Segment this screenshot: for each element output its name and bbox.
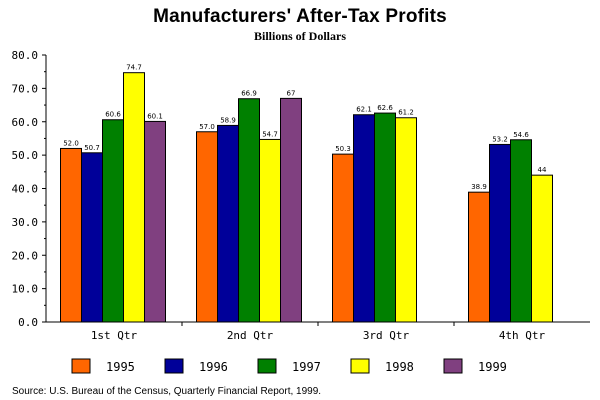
legend-swatch-1998 — [350, 358, 370, 374]
bar-1996-3rd-qtr — [353, 114, 375, 323]
x-category-label: 1st Qtr — [91, 329, 138, 342]
data-label: 62.6 — [377, 104, 393, 112]
bar-1997-3rd-qtr — [374, 112, 396, 323]
data-label: 53.2 — [492, 135, 508, 143]
y-tick-label: 70.0 — [12, 82, 39, 95]
y-tick-label: 0.0 — [18, 316, 38, 329]
legend-swatch-1995 — [71, 358, 91, 374]
data-label: 62.1 — [356, 106, 372, 114]
bar-1997-1st-qtr — [102, 119, 124, 323]
y-tick-label: 10.0 — [12, 283, 39, 296]
y-tick-label: 40.0 — [12, 183, 39, 196]
bar-1995-3rd-qtr — [332, 153, 354, 323]
chart-title: Manufacturers' After-Tax Profits — [153, 6, 447, 27]
y-tick-label: 80.0 — [12, 49, 39, 62]
legend-swatch-1999 — [443, 358, 463, 374]
bar-1998-2nd-qtr — [259, 138, 281, 323]
bar-1997-4th-qtr — [510, 139, 532, 323]
data-label: 44 — [538, 166, 547, 174]
data-label: 60.6 — [105, 111, 121, 119]
data-label: 60.1 — [147, 112, 163, 120]
data-label: 66.9 — [241, 90, 257, 98]
bar-1996-2nd-qtr — [217, 124, 239, 323]
data-label: 57.0 — [199, 123, 215, 131]
bar-1998-4th-qtr — [531, 174, 553, 323]
data-label: 58.9 — [220, 116, 236, 124]
bar-1999-1st-qtr — [144, 120, 166, 323]
x-category-label: 4th Qtr — [499, 329, 546, 342]
bar-1996-1st-qtr — [81, 152, 103, 323]
bar-1995-2nd-qtr — [196, 131, 218, 323]
legend-label-1996: 1996 — [199, 360, 228, 374]
data-label: 50.7 — [84, 144, 100, 152]
x-category-label: 3rd Qtr — [363, 329, 410, 342]
bar-1995-4th-qtr — [468, 191, 490, 323]
legend-swatch-1996 — [164, 358, 184, 374]
bar-chart: 0.0 10.0 20.0 30.0 40.0 50.0 60.0 70.0 80.0 52.0 5… — [12, 49, 590, 374]
source-note: Source: U.S. Bureau of the Census, Quart… — [12, 386, 322, 397]
bar-1996-4th-qtr — [489, 143, 511, 323]
data-label: 61.2 — [398, 109, 414, 117]
data-label: 52.0 — [63, 139, 79, 147]
legend-label-1995: 1995 — [106, 360, 135, 374]
legend-swatch-1997 — [257, 358, 277, 374]
legend-label-1999: 1999 — [478, 360, 507, 374]
y-tick-label: 20.0 — [12, 249, 39, 262]
y-tick-label: 30.0 — [12, 216, 39, 229]
bar-1998-3rd-qtr — [395, 117, 417, 323]
x-category-label: 2nd Qtr — [227, 329, 274, 342]
chart-subtitle: Billions of Dollars — [253, 29, 346, 43]
data-label: 50.3 — [335, 145, 351, 153]
bar-1997-2nd-qtr — [238, 98, 260, 323]
y-tick-label: 50.0 — [12, 149, 39, 162]
data-label: 67 — [287, 89, 296, 97]
data-label: 54.6 — [513, 131, 529, 139]
legend-label-1997: 1997 — [292, 360, 321, 374]
bar-1998-1st-qtr — [123, 72, 145, 323]
data-label: 38.9 — [471, 183, 487, 191]
data-label: 54.7 — [262, 130, 278, 138]
data-label: 74.7 — [126, 64, 142, 72]
legend-label-1998: 1998 — [385, 360, 414, 374]
bar-1995-1st-qtr — [60, 147, 82, 323]
bar-1999-2nd-qtr — [280, 97, 302, 323]
y-tick-label: 60.0 — [12, 116, 39, 129]
